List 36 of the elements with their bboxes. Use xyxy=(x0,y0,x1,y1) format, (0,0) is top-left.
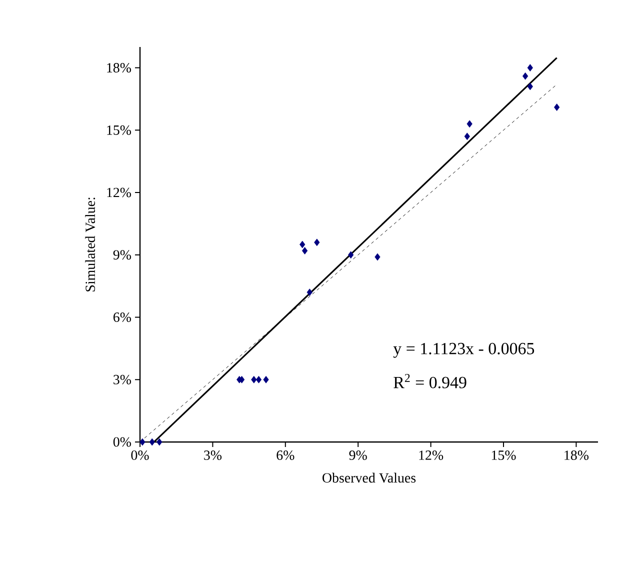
x-tick-label: 15% xyxy=(492,450,516,460)
point xyxy=(522,72,528,80)
point xyxy=(156,438,162,446)
y-tick-label: 6% xyxy=(113,312,132,322)
point xyxy=(263,376,269,384)
x-tick-label: 0% xyxy=(131,450,149,460)
y-tick-label: 15% xyxy=(107,125,132,135)
y-tick-label: 0% xyxy=(113,437,132,447)
point xyxy=(554,104,560,111)
y-tick-label: 18% xyxy=(107,63,132,73)
point xyxy=(348,251,354,259)
point xyxy=(300,240,306,248)
point xyxy=(256,376,262,384)
x-tick-label: 6% xyxy=(276,450,294,460)
annotation: y = 1.1123x - 0.0065 xyxy=(393,342,534,358)
point xyxy=(149,438,155,446)
point xyxy=(302,247,308,254)
annotation: R$^{2}$ = 0.949 xyxy=(394,374,466,388)
x-tick-label: 3% xyxy=(204,450,222,460)
x-tick-label: 18% xyxy=(564,450,589,460)
point xyxy=(306,288,312,296)
point xyxy=(374,253,380,261)
y-tick-label: 12% xyxy=(107,188,132,198)
point xyxy=(464,132,470,140)
point xyxy=(314,238,320,246)
point xyxy=(527,82,533,90)
x-tick-label: 12% xyxy=(419,450,444,460)
y-tick-label: 9% xyxy=(113,250,132,260)
x-tick-label: 9% xyxy=(349,450,367,460)
point xyxy=(140,438,146,446)
y-tick-label: 3% xyxy=(114,374,132,384)
point xyxy=(251,376,257,384)
x-axis-title: Observed Values xyxy=(322,472,416,483)
point xyxy=(466,120,472,128)
point xyxy=(527,64,533,72)
y-axis-title: Simulated Value: xyxy=(85,198,96,292)
